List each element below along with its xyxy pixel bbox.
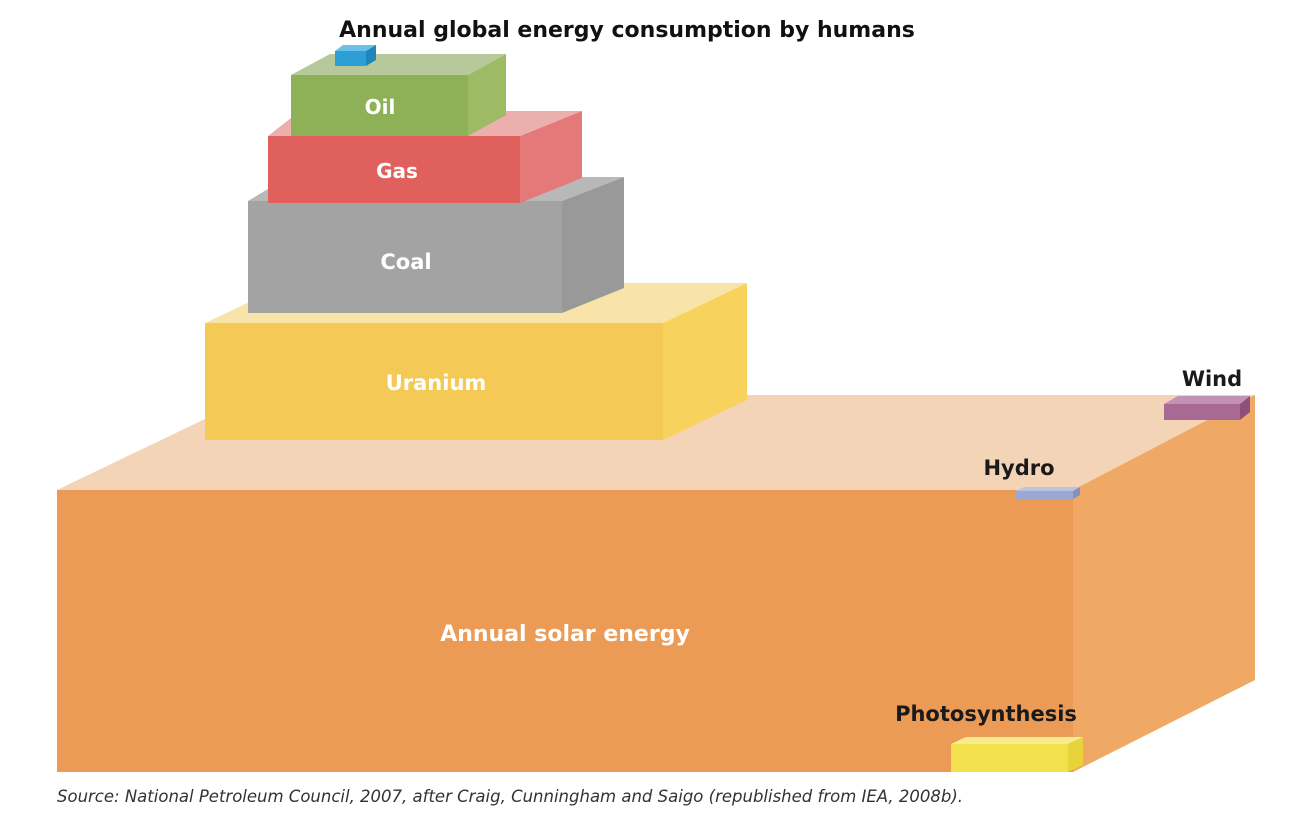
- diagram-title: Annual global energy consumption by huma…: [339, 18, 915, 43]
- oil-label: Oil: [365, 95, 396, 119]
- gas-block-side: [520, 111, 582, 203]
- wind-label: Wind: [1182, 367, 1242, 391]
- photosynthesis-block-front: [951, 744, 1068, 772]
- uranium-block-front: [205, 323, 663, 440]
- solar-label: Annual solar energy: [440, 622, 690, 647]
- uranium-block-side: [663, 283, 747, 440]
- hydro-block-top: [1016, 487, 1080, 491]
- wind-block-side: [1240, 396, 1250, 420]
- coal-label: Coal: [380, 250, 431, 274]
- oil-block-front: [291, 75, 468, 136]
- oil-block: Oil: [291, 54, 506, 136]
- photosynthesis-label: Photosynthesis: [895, 702, 1077, 726]
- hydro-block: Hydro: [983, 456, 1080, 499]
- wind-block-front: [1164, 404, 1240, 420]
- photosynthesis-block-top: [951, 737, 1083, 744]
- gas-label: Gas: [376, 159, 418, 183]
- hydro-block-front: [1016, 491, 1073, 499]
- solar-block-side: [1073, 395, 1255, 772]
- consumption-block-front: [335, 51, 366, 66]
- wind-block-top: [1164, 396, 1250, 404]
- gas-block-front: [268, 136, 520, 203]
- consumption-block-top: [335, 45, 376, 51]
- coal-block-front: [248, 201, 562, 313]
- hydro-block-side: [1073, 487, 1080, 499]
- coal-block-side: [562, 177, 624, 313]
- solar-block-front: [57, 490, 1073, 772]
- consumption-block-side: [366, 45, 376, 66]
- uranium-label: Uranium: [386, 371, 487, 395]
- wind-block: Wind: [1164, 367, 1250, 420]
- source-caption: Source: National Petroleum Council, 2007…: [57, 787, 963, 806]
- solar-block: Annual solar energy: [57, 395, 1255, 772]
- photosynthesis-block-side: [1068, 737, 1083, 772]
- hydro-label: Hydro: [983, 456, 1054, 480]
- oil-block-side: [468, 54, 506, 136]
- photosynthesis-block: Photosynthesis: [895, 702, 1083, 772]
- consumption-block: [335, 45, 376, 66]
